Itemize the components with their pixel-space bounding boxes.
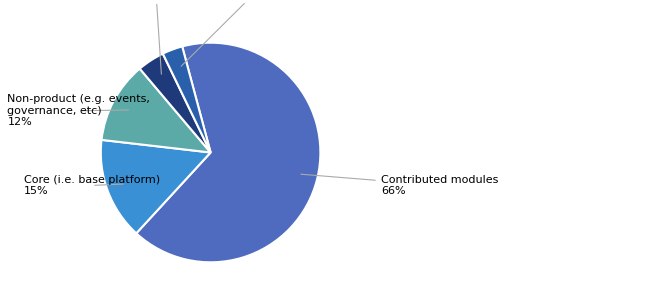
Text: Distributions
4%: Distributions 4%: [121, 0, 191, 74]
Text: Non-product (e.g. events,
governance, etc)
12%: Non-product (e.g. events, governance, et…: [8, 94, 150, 127]
Wedge shape: [136, 43, 320, 262]
Text: Contributed modules
66%: Contributed modules 66%: [301, 174, 498, 196]
Wedge shape: [163, 46, 211, 152]
Wedge shape: [101, 140, 211, 233]
Wedge shape: [140, 54, 211, 152]
Text: Themes
3%: Themes 3%: [181, 0, 282, 66]
Text: Core (i.e. base platform)
15%: Core (i.e. base platform) 15%: [24, 175, 160, 196]
Wedge shape: [102, 69, 211, 152]
